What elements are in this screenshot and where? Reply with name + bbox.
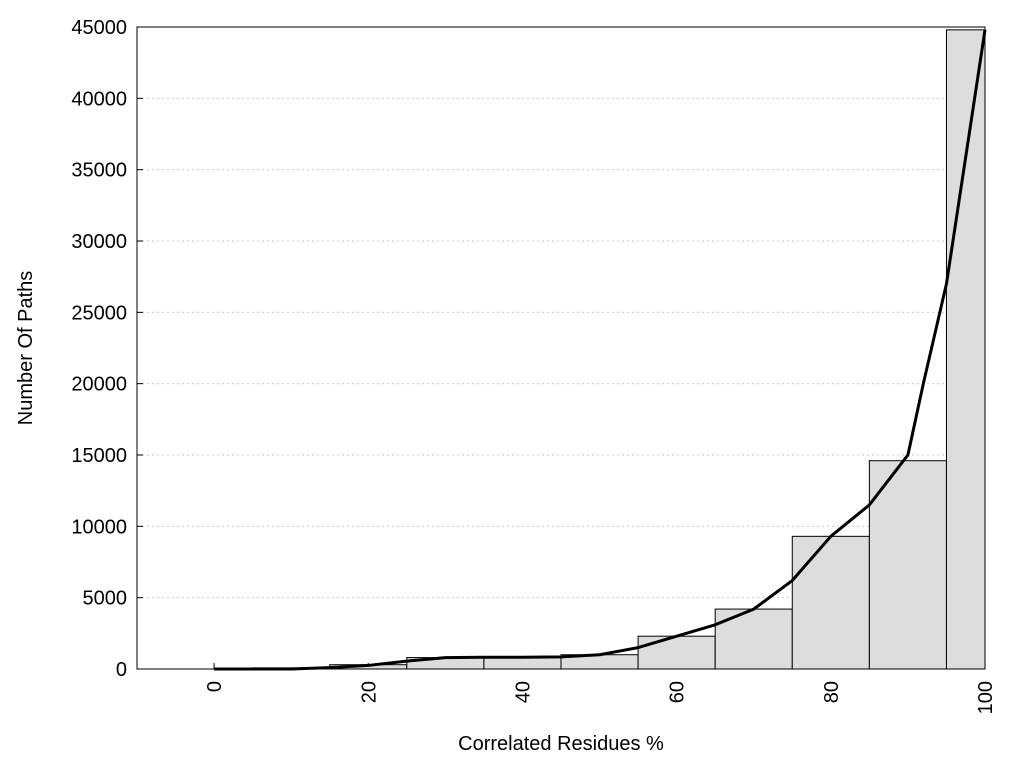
- x-axis-label: Correlated Residues %: [458, 733, 664, 755]
- x-tick-label: 80: [821, 681, 843, 703]
- bar: [945, 29, 986, 670]
- y-tick-label: 25000: [71, 302, 127, 324]
- x-tick-label: 100: [975, 681, 997, 714]
- y-tick-label: 5000: [83, 588, 128, 610]
- x-tick-label: 0: [204, 681, 226, 692]
- x-tick-label: 40: [512, 681, 534, 703]
- bar: [714, 608, 793, 670]
- y-tick-label: 30000: [71, 231, 127, 253]
- plot-frame: [136, 26, 986, 670]
- y-tick-label: 35000: [71, 160, 127, 182]
- y-tick-label: 15000: [71, 445, 127, 467]
- density-curve: [214, 29, 987, 671]
- x-tick-label: 20: [358, 681, 380, 703]
- y-axis-label: Number Of Paths: [15, 271, 37, 426]
- y-tick-label: 40000: [71, 88, 127, 110]
- bar: [637, 635, 716, 670]
- y-tick-label: 0: [116, 659, 127, 681]
- bar: [791, 535, 870, 670]
- y-tick-label: 45000: [71, 17, 127, 39]
- y-tick-label: 20000: [71, 374, 127, 396]
- y-tick-label: 10000: [71, 516, 127, 538]
- x-tick-label: 60: [667, 681, 689, 703]
